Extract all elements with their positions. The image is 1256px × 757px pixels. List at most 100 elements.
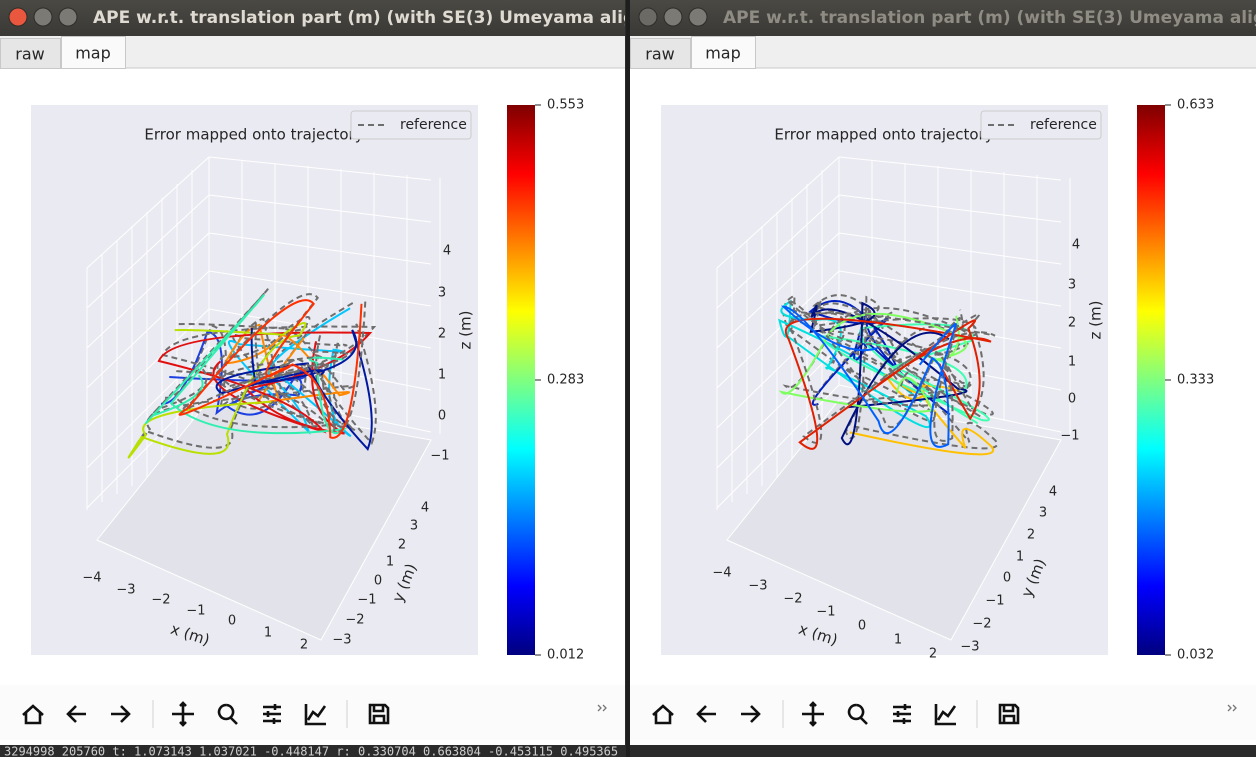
tab[interactable]	[630, 38, 691, 69]
toolbar-overflow[interactable]	[1227, 704, 1237, 712]
tab[interactable]	[0, 38, 61, 69]
toolbar-button[interactable]	[847, 703, 868, 725]
y-tick-label: 4	[421, 501, 429, 516]
colorbar-label: 0.283	[547, 373, 584, 388]
toolbar-button[interactable]	[172, 701, 194, 727]
z-tick-label: 1	[438, 368, 446, 383]
pane-grid	[86, 156, 210, 269]
pane-grid	[716, 232, 840, 349]
close-button[interactable]	[638, 7, 658, 27]
tab-active[interactable]	[61, 36, 126, 69]
toolbar-button[interactable]	[263, 704, 281, 724]
tab-label: raw	[645, 45, 674, 64]
z-tick-label: 2	[438, 327, 446, 342]
y-tick-label: −1	[357, 593, 376, 608]
colorbar-label: 0.012	[547, 648, 584, 663]
pane-grid	[716, 346, 840, 469]
legend-box	[980, 110, 1102, 140]
tab-active[interactable]	[691, 36, 756, 69]
z-tick-label: 0	[438, 409, 446, 424]
window-title: APE w.r.t. translation part (m) (with SE…	[93, 8, 665, 28]
pane-grid	[208, 232, 432, 265]
pane-grid	[716, 156, 840, 269]
pane-grid	[838, 156, 1062, 181]
toolbar-button[interactable]	[111, 705, 131, 723]
y-tick-label: 3	[1039, 506, 1047, 521]
colorbar	[1137, 105, 1165, 655]
plot-title: Error mapped onto trajectory	[144, 126, 363, 144]
z-tick-label: −1	[430, 449, 449, 464]
toolbar-button[interactable]	[893, 704, 911, 724]
pane-grid	[86, 270, 210, 389]
toolbar-overflow[interactable]	[597, 704, 607, 712]
legend-label: reference	[1030, 117, 1097, 133]
trajectory-path	[809, 301, 968, 446]
toolbar-button[interactable]	[652, 704, 674, 725]
close-button[interactable]	[8, 7, 28, 27]
y-tick-label: 1	[1016, 550, 1024, 565]
y-tick-label: 1	[386, 555, 394, 570]
tab-label: map	[75, 44, 111, 63]
pane-grid	[86, 384, 210, 509]
y-tick-label: −2	[345, 613, 364, 628]
z-tick-label: 3	[1068, 278, 1076, 293]
z-tick-label: 1	[1068, 355, 1076, 370]
y-tick-label: 2	[1027, 528, 1035, 543]
reference-path	[231, 301, 356, 432]
reference-path	[813, 295, 972, 440]
y-tick-label: 2	[398, 538, 406, 553]
pane-grid	[838, 194, 1062, 223]
colorbar-label: 0.333	[1177, 373, 1214, 388]
pane-grid	[208, 194, 432, 223]
toolbar-button[interactable]	[696, 705, 716, 723]
toolbar-button[interactable]	[22, 704, 44, 725]
x-tick-label: 1	[264, 626, 272, 641]
pane-grid	[86, 232, 210, 349]
pane-grid	[86, 194, 210, 309]
y-tick-label: 0	[374, 574, 382, 589]
toolbar-button[interactable]	[934, 704, 957, 726]
toolbar-button[interactable]	[802, 701, 824, 727]
pane-grid	[208, 156, 432, 181]
pane-grid	[716, 194, 840, 309]
title-bar	[630, 0, 1256, 36]
colorbar	[507, 105, 535, 655]
toolbar-button[interactable]	[368, 703, 390, 725]
tab-label: raw	[15, 45, 44, 64]
trajectory-path	[780, 305, 957, 448]
plot-title: Error mapped onto trajectory	[774, 126, 993, 144]
minimize-button[interactable]	[663, 7, 683, 27]
trajectory-path	[144, 294, 348, 435]
toolbar-button[interactable]	[304, 704, 327, 726]
pane-grid	[716, 384, 840, 509]
z-tick-label: 4	[443, 244, 451, 259]
x-tick-label: 0	[228, 614, 236, 629]
x-tick-label: 2	[929, 647, 937, 662]
status-text: 3294998 205760 t: 1.073143 1.037021 -0.4…	[4, 745, 618, 757]
pane-grid	[838, 270, 1062, 307]
z-tick-label: 3	[438, 286, 446, 301]
trajectory-path	[127, 322, 307, 459]
toolbar-button[interactable]	[217, 703, 238, 725]
colorbar-label: 0.553	[547, 98, 584, 113]
toolbar-button[interactable]	[998, 703, 1020, 725]
window: APE w.r.t. translation part (m) (with SE…	[630, 0, 1256, 745]
pane-grid	[86, 308, 210, 429]
x-tick-label: 1	[894, 633, 902, 648]
z-tick-label: 2	[1068, 316, 1076, 331]
toolbar-button[interactable]	[741, 705, 761, 723]
maximize-button[interactable]	[688, 7, 708, 27]
trajectory-path	[178, 299, 363, 439]
pane-grid	[86, 346, 210, 469]
z-axis-label: z (m)	[1087, 301, 1105, 340]
y-tick-label: −3	[960, 640, 979, 655]
x-tick-label: 0	[858, 619, 866, 634]
z-tick-label: −1	[1060, 429, 1079, 444]
y-tick-label: −1	[985, 594, 1004, 609]
minimize-button[interactable]	[33, 7, 53, 27]
toolbar-button[interactable]	[66, 705, 86, 723]
x-tick-label: −2	[151, 593, 170, 608]
reference-path	[131, 316, 311, 453]
maximize-button[interactable]	[58, 7, 78, 27]
